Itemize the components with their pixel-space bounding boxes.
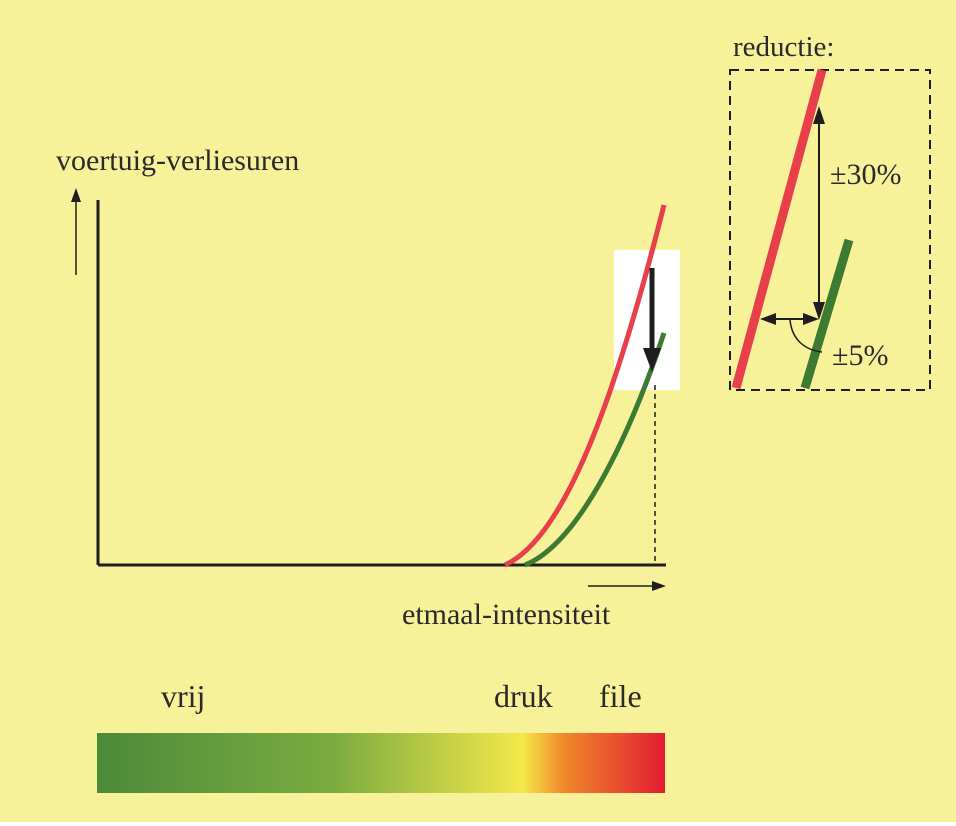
scale-label-free: vrij <box>161 678 206 714</box>
inset-curve-before <box>731 68 827 390</box>
reduction-vertical-label: ±30% <box>830 158 902 191</box>
reduction-arrowhead <box>643 348 661 372</box>
x-direction-arrowhead <box>652 581 666 591</box>
curve-before <box>503 204 667 568</box>
inset-curve-after <box>800 238 854 390</box>
intensity-scale-bar <box>97 733 665 793</box>
inset-title: reductie: <box>733 31 835 63</box>
inset-horizontal-arrowhead-right <box>803 313 819 325</box>
inset-5pct-leader <box>789 319 823 353</box>
inset-vertical-arrowhead-top <box>813 106 825 124</box>
x-axis-label: etmaal-intensiteit <box>402 598 611 631</box>
reduction-horizontal-label: ±5% <box>832 339 889 372</box>
y-direction-arrowhead <box>71 188 81 202</box>
inset-horizontal-arrowhead-left <box>760 313 776 325</box>
y-axis-label: voertuig-verliesuren <box>56 144 300 177</box>
inset-box <box>729 69 931 391</box>
curve-after <box>524 332 667 568</box>
scale-label-busy: druk <box>494 678 553 714</box>
inset-vertical-arrowhead-bottom <box>813 302 825 320</box>
scale-label-jam: file <box>599 678 642 714</box>
